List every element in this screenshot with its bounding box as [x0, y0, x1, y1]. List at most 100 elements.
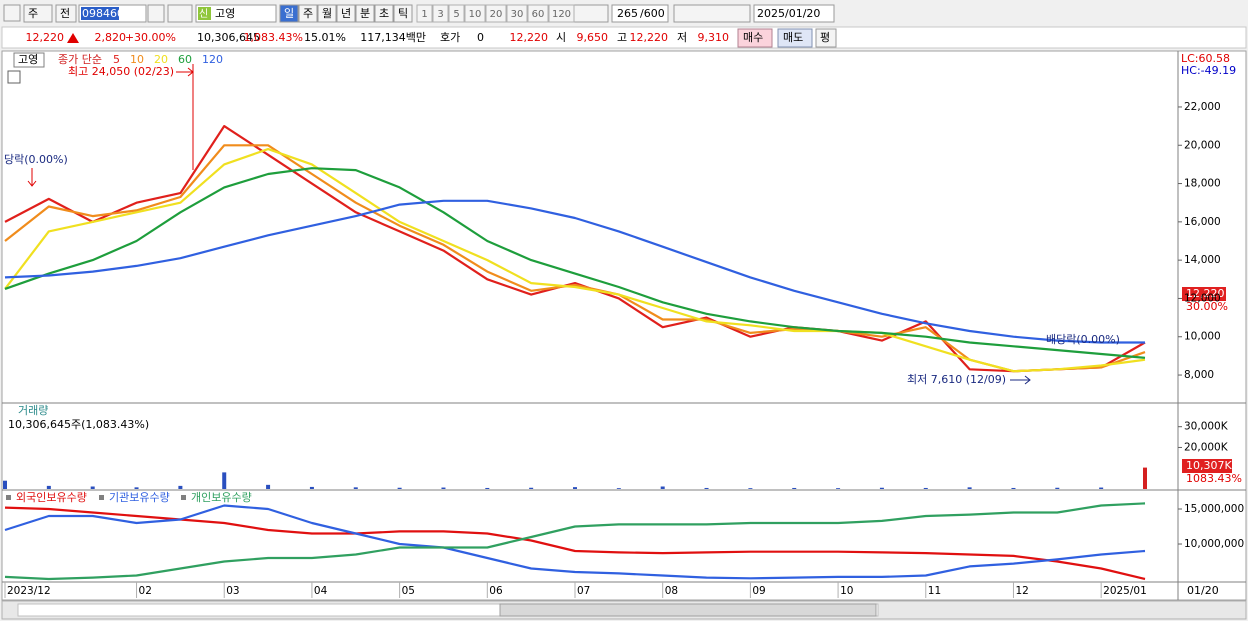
count-button[interactable] [506, 4, 528, 23]
count-button[interactable] [548, 4, 575, 23]
x-tick-label: 05 [402, 585, 415, 597]
unit-button[interactable] [336, 4, 356, 23]
annotation: 배당락(0.00%) [1046, 333, 1120, 346]
price-label: 12,220 [1186, 287, 1225, 300]
unit-button[interactable] [317, 4, 337, 23]
y-tick-label: 18,000 [1184, 178, 1221, 190]
shown-count: 265 [617, 7, 638, 20]
scroll-thumb[interactable] [499, 603, 877, 617]
sell: 매도 [783, 31, 803, 44]
line-series [4, 125, 1146, 373]
open-label: 시 [556, 31, 566, 44]
x-tick-label: 09 [752, 585, 765, 597]
count-label: 3 [437, 9, 443, 20]
x-tick-label: 04 [314, 585, 328, 597]
price-label-box [1182, 287, 1226, 301]
unit-button[interactable] [355, 4, 375, 23]
prev-button[interactable] [55, 4, 77, 23]
count-label: 20 [490, 9, 503, 20]
count-button[interactable] [527, 4, 549, 23]
y-tick-label: 10,000,000 [1184, 538, 1244, 550]
volume-bar [616, 488, 621, 489]
amount: 117,134백만 [360, 31, 426, 44]
low: 9,310 [698, 31, 730, 44]
count-button[interactable] [416, 4, 433, 23]
annotation: 최저 7,610 (12/09) [907, 373, 1006, 386]
avg-button[interactable] [815, 28, 837, 48]
volume-bar [573, 487, 577, 489]
buy-button[interactable] [737, 28, 773, 48]
volume-bar [529, 487, 534, 489]
sound-button[interactable] [167, 4, 193, 23]
unit-button[interactable] [393, 4, 413, 23]
count-button[interactable] [448, 4, 465, 23]
y-tick-label: 8,000 [1184, 369, 1214, 381]
legend-marker [181, 495, 186, 500]
volume-title: 거래량 [18, 404, 48, 417]
date-box[interactable] [753, 4, 835, 23]
ask: 0 [477, 31, 484, 44]
open: 9,650 [577, 31, 609, 44]
volume-bar [923, 487, 928, 489]
line-series [4, 506, 1146, 581]
icon-button[interactable] [3, 4, 21, 22]
panel-label: 고영 [18, 53, 38, 66]
x-tick-label: 11 [928, 585, 941, 597]
x-tick-label: 08 [665, 585, 678, 597]
y-tick-label: 15,000,000 [1184, 503, 1244, 515]
volume-rate: 1,083.43% [244, 31, 303, 44]
ask-label: 호가 [440, 31, 460, 44]
rate-label: 30.00% [1186, 300, 1228, 313]
unit-button[interactable] [374, 4, 394, 23]
stock-name: 고영 [215, 7, 235, 20]
unit-button[interactable] [298, 4, 318, 23]
line-series [4, 144, 1146, 373]
unit-label: 년 [341, 7, 351, 20]
selection [81, 7, 119, 20]
count-button[interactable] [464, 4, 486, 23]
up-arrow [67, 33, 79, 43]
line-series [4, 504, 1146, 580]
volume-bar [441, 487, 446, 489]
tool-buttons[interactable] [673, 4, 751, 23]
volume-label-box [1182, 459, 1232, 473]
date: 2025/01/20 [757, 7, 820, 20]
dropdown[interactable] [571, 4, 609, 23]
annotation: 당락(0.00%) [4, 153, 68, 166]
name-box[interactable] [195, 4, 277, 23]
count-label: 10 [469, 9, 482, 20]
volume-rate-label: 1083.43% [1186, 472, 1242, 485]
legend-marker [6, 495, 11, 500]
legend-entry: 기관보유수량 [109, 491, 170, 504]
period-select[interactable] [23, 4, 53, 23]
unit-label: 일 [284, 6, 294, 20]
count-button[interactable] [432, 4, 449, 23]
sell-button[interactable] [777, 28, 813, 48]
count-label: 1 [421, 9, 427, 20]
volume-bar [309, 486, 314, 489]
unit-label: 초 [379, 7, 389, 20]
volume-bar [1011, 487, 1016, 489]
unit-label: 분 [360, 7, 370, 20]
volume-bar [3, 480, 7, 489]
volume-bar [485, 487, 490, 489]
x-tick-label: 02 [139, 585, 152, 597]
count-box[interactable] [611, 4, 669, 23]
y-tick-label: 10,000 [1184, 331, 1221, 343]
y-tick-label: 12,000 [1184, 292, 1221, 304]
x-tick-label: 2023/12 [7, 585, 51, 597]
search-button[interactable] [147, 4, 165, 23]
count-button[interactable] [485, 4, 507, 23]
volume-bar [879, 487, 884, 489]
rate: +30.00% [125, 31, 176, 44]
y-tick-label: 20,000K [1184, 441, 1229, 453]
table-icon[interactable] [7, 70, 21, 84]
legend-entry: 개인보유수량 [191, 491, 252, 504]
unit-button[interactable] [279, 4, 299, 23]
x-end-label: 01/20 [1187, 584, 1219, 597]
avg: 평 [820, 31, 830, 44]
x-tick-label: 03 [226, 585, 239, 597]
annotation-arrow [1010, 375, 1031, 385]
volume-bar [792, 487, 797, 489]
